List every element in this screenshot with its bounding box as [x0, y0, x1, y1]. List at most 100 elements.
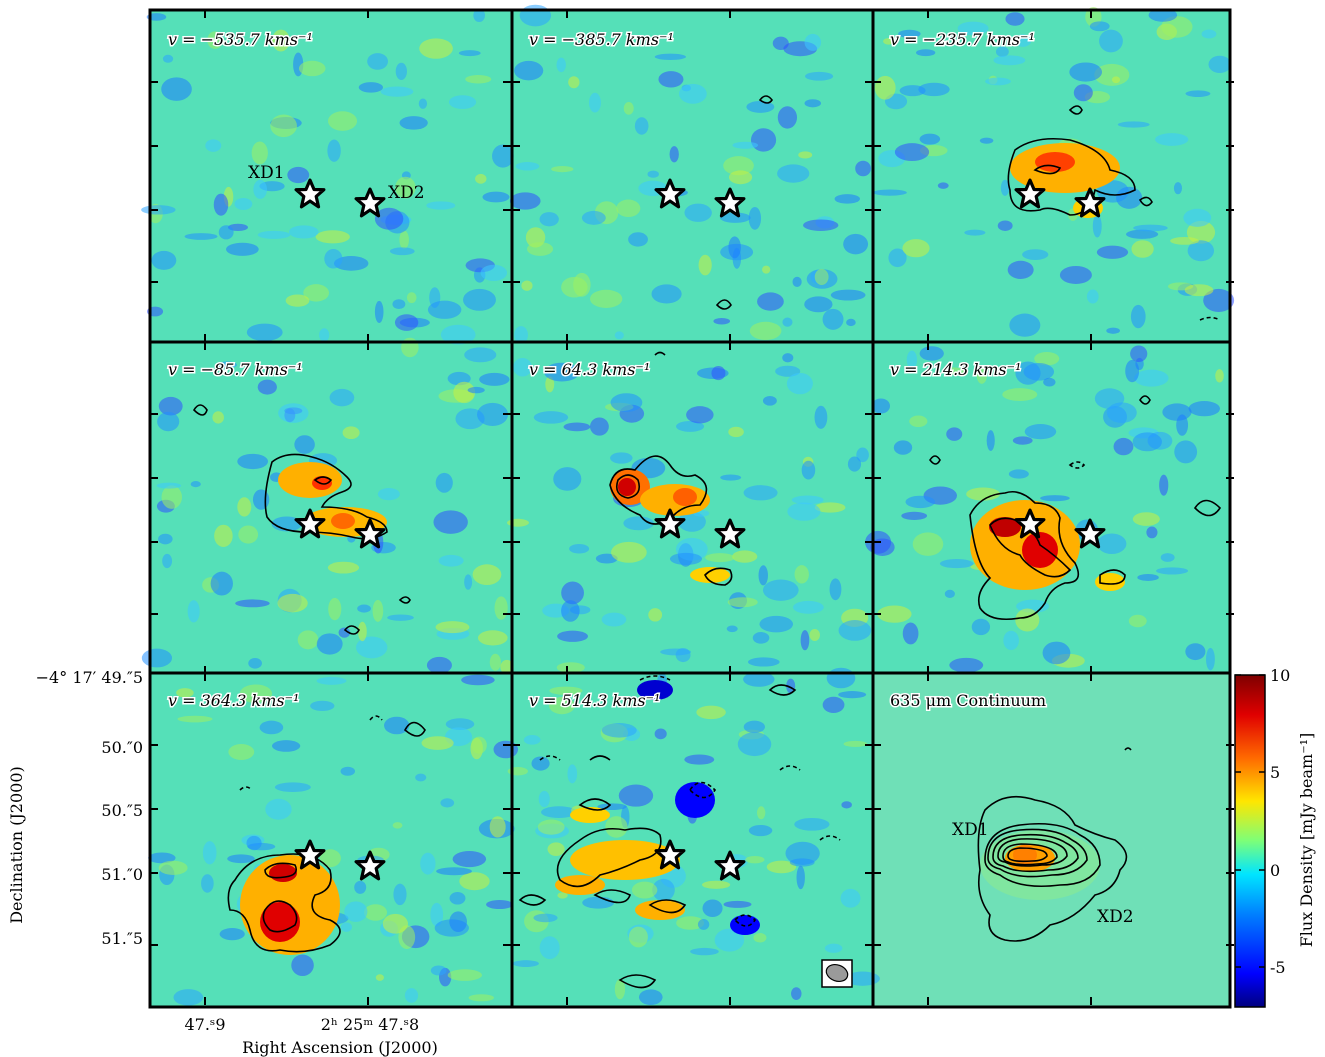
noise-blob [364, 904, 388, 921]
noise-blob [162, 54, 174, 63]
noise-blob [237, 497, 252, 517]
noise-blob [272, 29, 290, 52]
noise-blob [573, 272, 591, 297]
colorbar-tick-label: -5 [1270, 958, 1286, 977]
noise-blob [1187, 240, 1215, 262]
tick-marks [150, 10, 1234, 1005]
noise-blob [426, 201, 456, 210]
noise-blob [728, 236, 741, 259]
noise-blob [841, 801, 852, 809]
noise-blob [553, 467, 582, 491]
noise-blob [234, 197, 253, 210]
noise-blob [944, 589, 955, 598]
noise-blob [568, 76, 580, 89]
noise-blob [1113, 437, 1134, 456]
noise-blob [658, 71, 684, 88]
label-xd1-p9: XD1 [952, 820, 989, 840]
label-p2: v = −385.7 kms⁻¹ [529, 30, 674, 49]
noise-blob [310, 700, 335, 712]
noise-blob [1042, 641, 1071, 665]
noise-blob [1069, 62, 1103, 82]
noise-blob [156, 482, 182, 489]
noise-blob [669, 552, 703, 566]
noise-blob [486, 899, 514, 910]
noise-blob [561, 600, 580, 622]
noise-blob [557, 630, 588, 642]
noise-blob [919, 133, 941, 145]
noise-blob [690, 947, 719, 956]
noise-blob [418, 98, 428, 109]
noise-blob [374, 207, 404, 230]
noise-blob [358, 621, 367, 642]
noise-blob [533, 913, 558, 923]
label-p7: v = 364.3 kms⁻¹ [168, 691, 299, 710]
noise-blob [294, 435, 315, 454]
noise-blob [158, 860, 188, 875]
noise-blob [1111, 76, 1121, 84]
noise-blob [701, 880, 731, 889]
noise-blob [472, 564, 502, 585]
noise-blob [435, 472, 453, 493]
noise-blob [809, 629, 820, 641]
noise-blob [459, 872, 490, 891]
noise-blob [493, 740, 519, 759]
noise-blob [1073, 84, 1093, 102]
noise-blob [274, 782, 311, 793]
noise-blob [1184, 284, 1214, 297]
noise-blob [800, 630, 810, 651]
noise-blob [909, 415, 928, 428]
noise-blob [492, 144, 514, 168]
noise-blob [840, 888, 861, 908]
colorbar: 10 5 0 -5 Flux Density [mJy beam⁻¹] [1234, 666, 1316, 1008]
noise-blob [957, 21, 989, 36]
noise-blob [392, 299, 406, 310]
noise-blob [1034, 351, 1060, 366]
noise-blob [235, 599, 270, 608]
label-p1: v = −535.7 kms⁻¹ [168, 30, 313, 49]
noise-blob [1162, 403, 1192, 421]
noise-blob [338, 627, 351, 638]
noise-blob [1174, 440, 1198, 464]
noise-blob [512, 960, 539, 967]
noise-blob [374, 300, 384, 324]
noise-blob [1183, 208, 1212, 227]
noise-blob [883, 38, 894, 45]
noise-blob [758, 565, 768, 586]
noise-blob [898, 29, 921, 38]
noise-blob [971, 618, 991, 636]
label-p9: 635 μm Continuum [890, 691, 1046, 710]
noise-blob [1137, 574, 1159, 581]
noise-blob [158, 533, 173, 545]
noise-blob [871, 398, 891, 414]
noise-blob [1106, 327, 1120, 334]
noise-blob [316, 676, 347, 685]
noise-blob [447, 969, 482, 981]
noise-blob [228, 743, 255, 760]
noise-blob [1022, 249, 1049, 260]
y-tick-label: 51.″0 [101, 865, 143, 884]
x-tick-label: 47.ˢ9 [184, 1015, 225, 1034]
noise-blob [1096, 245, 1129, 259]
noise-blob [1208, 55, 1231, 74]
noise-blob [843, 233, 869, 255]
noise-blob [248, 657, 262, 669]
noise-blob [1040, 495, 1070, 502]
noise-blob [452, 851, 487, 868]
noise-blob [1043, 377, 1056, 387]
noise-blob [545, 376, 555, 393]
noise-blob [190, 481, 201, 488]
noise-blob [814, 268, 829, 285]
colorbar-tick-label: 10 [1270, 666, 1290, 685]
noise-blob [995, 46, 1009, 57]
noise-blob [676, 916, 705, 930]
noise-blob [158, 396, 183, 416]
noise-blob [614, 979, 626, 1000]
noise-blob [420, 852, 436, 875]
noise-blob [1059, 265, 1092, 284]
noise-blob [912, 532, 944, 556]
noise-blob [514, 326, 528, 344]
noise-blob [1128, 614, 1147, 628]
noise-blob [843, 740, 868, 747]
noise-blob [1130, 345, 1148, 363]
